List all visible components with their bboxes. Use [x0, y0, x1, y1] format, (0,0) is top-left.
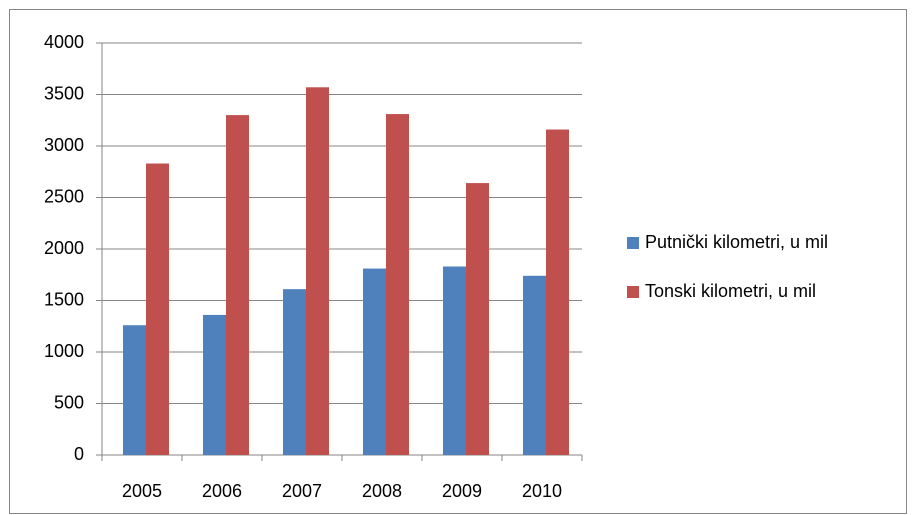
x-tick-label: 2006	[202, 481, 242, 501]
legend-label: Tonski kilometri, u mil	[645, 281, 816, 301]
bar	[523, 275, 546, 455]
y-tick-label: 500	[54, 392, 84, 412]
y-tick-label: 3000	[44, 135, 84, 155]
bar	[123, 325, 146, 455]
legend-swatch	[627, 237, 639, 249]
bar	[283, 289, 306, 455]
bar	[226, 115, 249, 455]
y-tick-label: 4000	[44, 32, 84, 52]
x-tick-label: 2007	[282, 481, 322, 501]
y-tick-label: 2000	[44, 238, 84, 258]
bar	[546, 129, 569, 455]
y-tick-label: 1500	[44, 289, 84, 309]
bar	[306, 87, 329, 455]
bar	[466, 183, 489, 455]
bar	[386, 114, 409, 455]
bar	[203, 314, 226, 455]
legend-swatch	[627, 286, 639, 298]
y-tick-label: 2500	[44, 186, 84, 206]
bar	[443, 266, 466, 455]
y-tick-label: 1000	[44, 341, 84, 361]
legend-label: Putnički kilometri, u mil	[645, 232, 828, 252]
x-tick-label: 2009	[442, 481, 482, 501]
y-tick-label: 0	[74, 444, 84, 464]
x-tick-label: 2010	[522, 481, 562, 501]
bar	[363, 268, 386, 455]
y-tick-label: 3500	[44, 83, 84, 103]
x-tick-label: 2008	[362, 481, 402, 501]
x-tick-label: 2005	[122, 481, 162, 501]
bar	[146, 163, 169, 455]
